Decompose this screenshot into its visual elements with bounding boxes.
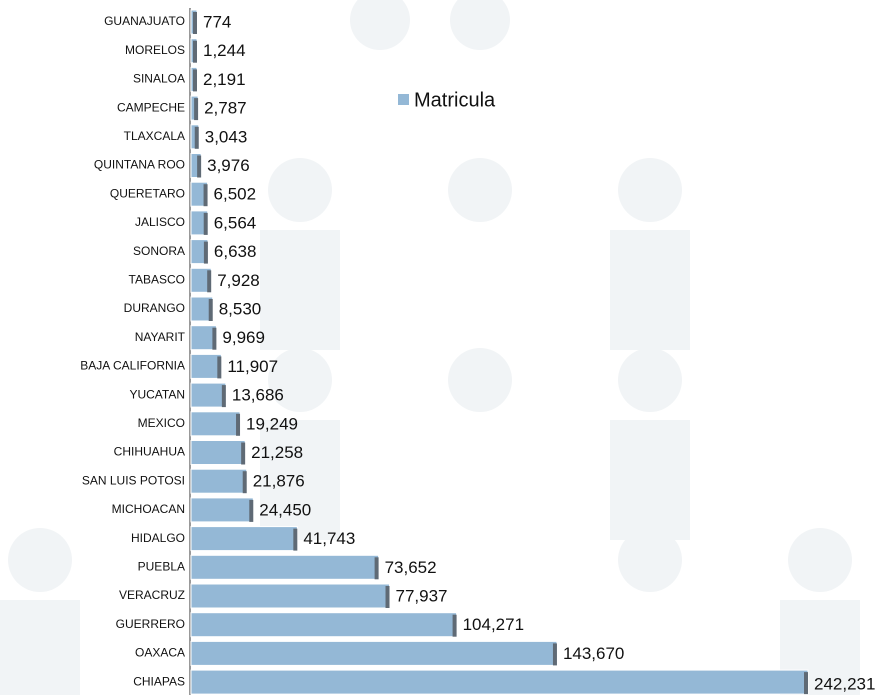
bar [191, 469, 247, 493]
value-label: 1,244 [203, 41, 246, 60]
value-label: 21,258 [251, 443, 303, 462]
value-label: 143,670 [563, 644, 624, 663]
bar [191, 441, 245, 465]
bar-edge [193, 41, 197, 63]
value-label: 41,743 [303, 529, 355, 548]
category-label: GUERRERO [116, 617, 185, 631]
value-label: 774 [203, 12, 231, 31]
value-label: 73,652 [385, 558, 437, 577]
bar [191, 498, 253, 522]
category-label: TLAXCALA [124, 129, 185, 143]
category-label: CHIHUAHUA [114, 445, 185, 459]
bar-edge [804, 672, 808, 694]
value-label: 11,907 [227, 357, 278, 376]
bar-edge [212, 328, 216, 350]
value-label: 77,937 [396, 586, 448, 605]
bar-edge [553, 643, 557, 665]
value-label: 104,271 [463, 615, 524, 634]
bar-edge [453, 615, 457, 637]
bar-edge [193, 69, 197, 91]
bar [191, 555, 379, 579]
category-label: SAN LUIS POTOSI [82, 473, 185, 487]
category-label: MEXICO [138, 416, 185, 430]
bar-edge [207, 270, 211, 292]
bar-edge [195, 127, 199, 149]
category-label: PUEBLA [138, 559, 185, 573]
bar [191, 584, 390, 608]
category-label: VERACRUZ [119, 588, 185, 602]
bar [191, 613, 457, 637]
value-label: 6,564 [214, 213, 257, 232]
category-label: YUCATAN [129, 387, 185, 401]
bar-edge [236, 414, 240, 436]
bar-edge [217, 356, 221, 378]
value-label: 2,191 [203, 70, 246, 89]
category-label: NAYARIT [135, 330, 186, 344]
category-label: SINALOA [133, 72, 185, 86]
bar-edge [386, 586, 390, 608]
value-label: 242,231 [814, 675, 875, 694]
bar-edge [204, 242, 208, 264]
value-label: 24,450 [259, 500, 311, 519]
bar-edge [204, 184, 208, 206]
category-label: GUANAJUATO [104, 14, 185, 28]
category-label: QUINTANA ROO [94, 158, 185, 172]
value-label: 2,787 [204, 99, 247, 118]
category-label: HIDALGO [131, 531, 185, 545]
bar [191, 670, 808, 694]
category-label: SONORA [133, 244, 185, 258]
bar-edge [222, 385, 226, 407]
bar-edge [193, 12, 197, 34]
legend-swatch [398, 94, 409, 105]
bar-edge [204, 213, 208, 235]
category-label: MICHOACAN [112, 502, 185, 516]
bar-edge [197, 156, 201, 178]
value-label: 21,876 [253, 472, 305, 491]
legend-label: Matricula [414, 89, 496, 111]
value-label: 6,502 [214, 185, 257, 204]
bar [191, 354, 221, 378]
category-label: CHIAPAS [133, 674, 185, 688]
category-label: TABASCO [129, 272, 185, 286]
category-label: CAMPECHE [117, 100, 185, 114]
value-label: 6,638 [214, 242, 257, 261]
bar-edge [243, 471, 247, 493]
category-label: JALISCO [135, 215, 185, 229]
bar [191, 383, 226, 407]
category-label: MORELOS [125, 43, 185, 57]
page: {"chart_data": {"type": "bar", "orientat… [0, 0, 894, 695]
category-label: DURANGO [124, 301, 185, 315]
bar-edge [209, 299, 213, 321]
value-label: 7,928 [217, 271, 260, 290]
bar-edge [293, 529, 297, 551]
bar-edge [241, 443, 245, 465]
category-label: OAXACA [135, 646, 185, 660]
value-label: 13,686 [232, 386, 284, 405]
category-label: QUERETARO [110, 186, 185, 200]
chart: GUANAJUATO 774 MORELOS 1,244 SINALOA 2,191 CAM… [0, 0, 894, 695]
value-label: 19,249 [246, 414, 298, 433]
value-label: 3,043 [205, 127, 248, 146]
value-label: 9,969 [222, 328, 265, 347]
value-label: 8,530 [219, 299, 262, 318]
bar [191, 641, 557, 665]
bar [191, 527, 297, 551]
bar-edge [375, 557, 379, 579]
bar-edge [194, 98, 198, 120]
bar [191, 412, 240, 436]
value-label: 3,976 [207, 156, 250, 175]
category-label: BAJA CALIFORNIA [80, 359, 185, 373]
bar-edge [249, 500, 253, 522]
